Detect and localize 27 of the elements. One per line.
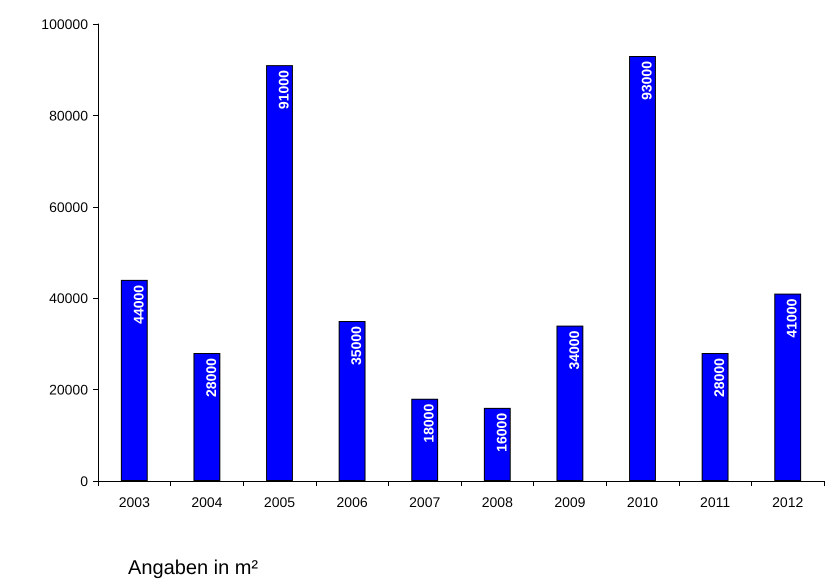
x-tick-label: 2005 xyxy=(264,494,296,510)
data-label: 34000 xyxy=(566,330,582,370)
x-tick-label: 2010 xyxy=(626,494,658,510)
x-tick-label: 2009 xyxy=(554,494,586,510)
data-label: 91000 xyxy=(276,70,292,110)
y-tick-label: 40000 xyxy=(49,290,88,306)
x-tick-label: 2006 xyxy=(336,494,368,510)
text: Angaben in m² xyxy=(128,557,258,579)
x-tick-label: 2003 xyxy=(118,494,150,510)
y-tick-label: 20000 xyxy=(49,382,88,398)
y-tick-label: 80000 xyxy=(49,107,88,124)
x-tick-label: 2011 xyxy=(700,494,730,510)
data-label: 41000 xyxy=(784,298,800,338)
data-label: 93000 xyxy=(638,60,654,100)
data-label: 44000 xyxy=(130,284,146,324)
x-tick-label: 2012 xyxy=(772,494,804,510)
x-tick-label: 2007 xyxy=(409,494,440,510)
x-tick-label: 2004 xyxy=(191,494,223,510)
data-label: 16000 xyxy=(493,412,510,452)
data-label: 28000 xyxy=(711,358,728,397)
data-label: 28000 xyxy=(202,358,219,397)
data-label: 35000 xyxy=(348,326,364,365)
y-tick-label: 60000 xyxy=(49,198,88,215)
x-tick-label: 2008 xyxy=(482,494,514,510)
data-label: 18000 xyxy=(420,404,437,443)
y-tick-label: 0 xyxy=(80,473,88,489)
y-tick-label: 100000 xyxy=(41,16,88,32)
